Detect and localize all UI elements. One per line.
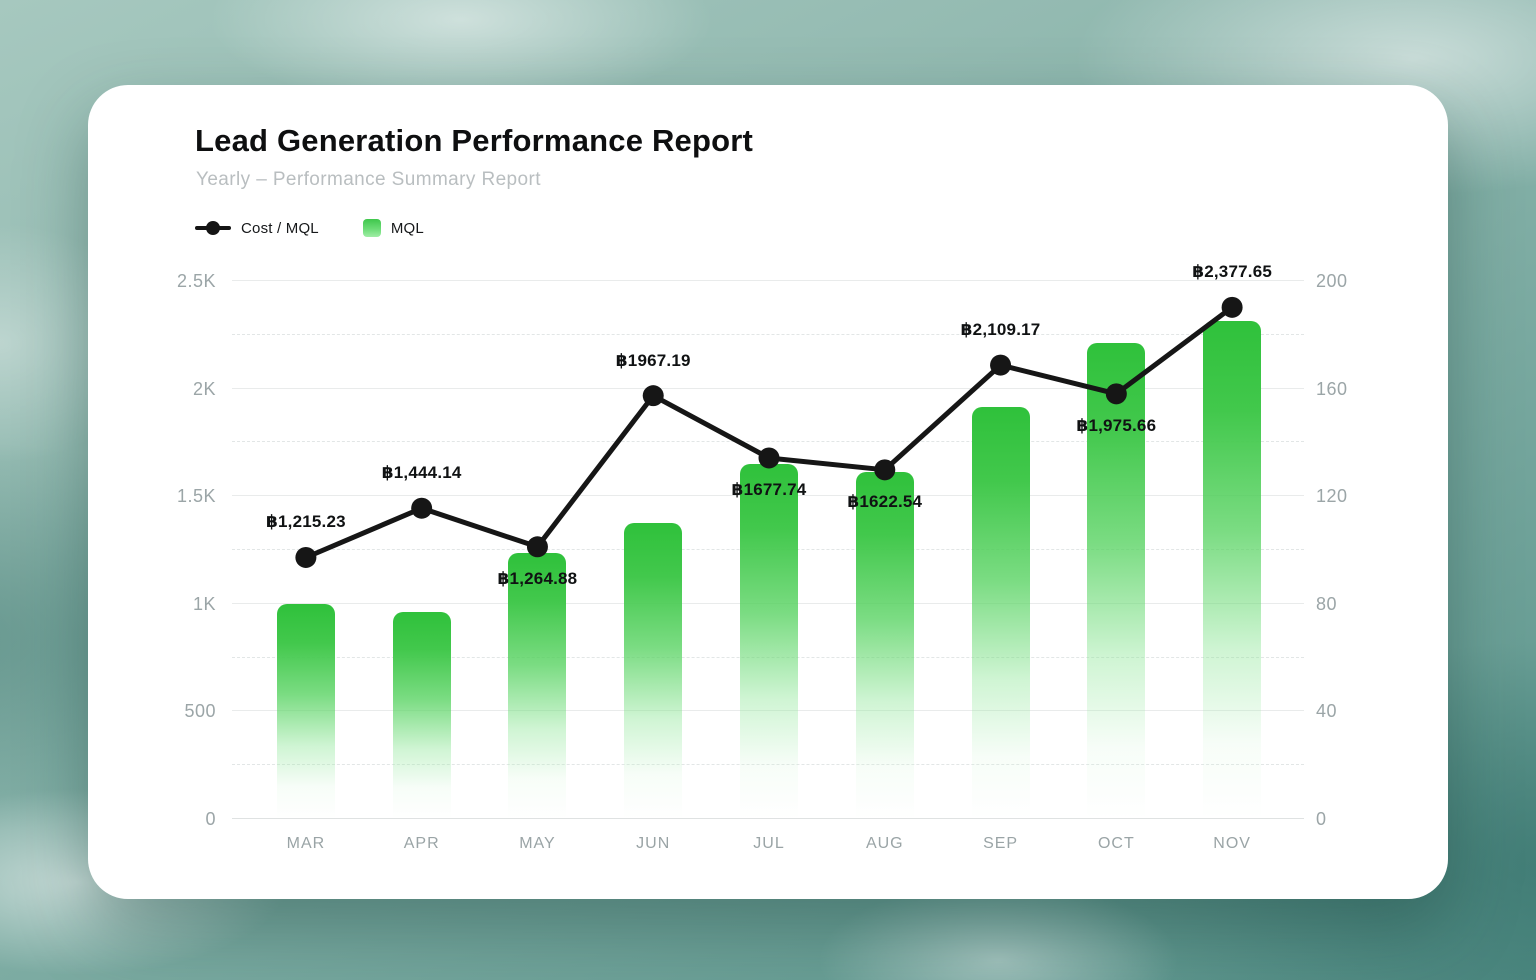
y-axis-right-tick: 160 (1316, 378, 1348, 399)
y-axis-left-tick: 500 (184, 701, 216, 722)
x-axis: MAR APR MAY JUN JUL AUG SEP OCT NOV (248, 835, 1290, 853)
bar-jul (740, 463, 798, 819)
line-dot-icon (195, 221, 231, 235)
bar-sep (971, 407, 1030, 819)
point-label-apr: ฿1,444.14 (381, 463, 462, 483)
bar-jun (624, 523, 683, 819)
legend-item-cost-mql[interactable]: Cost / MQL (195, 220, 319, 237)
gridline-major (232, 387, 1304, 389)
bar-aug (855, 472, 914, 819)
green-swatch-icon (362, 219, 381, 237)
legend-label: MQL (390, 219, 424, 237)
point-label-jun: ฿1967.19 (615, 350, 691, 370)
legend-item-mql[interactable]: MQL (362, 219, 424, 237)
data-point-jun (642, 385, 664, 407)
bar-apr (392, 611, 451, 819)
data-point-mar (295, 546, 317, 568)
data-point-may (526, 536, 548, 558)
y-axis-left-tick: 1K (192, 593, 216, 614)
data-point-nov (1221, 296, 1243, 318)
x-axis-label-sep: SEP (983, 835, 1019, 852)
y-axis-right-tick: 200 (1316, 271, 1348, 291)
y-axis-left-tick: 2K (192, 378, 216, 399)
x-axis-label-nov: NOV (1213, 835, 1251, 852)
legend-label: Cost / MQL (241, 219, 319, 237)
data-point-apr (411, 497, 433, 519)
legend: Cost / MQL MQL (195, 219, 424, 237)
page-title: Lead Generation Performance Report (195, 123, 754, 158)
point-label-mar: ฿1,215.23 (265, 512, 346, 532)
x-axis-label-jun: JUN (636, 835, 671, 852)
data-point-sep (990, 354, 1012, 376)
bar-oct (1087, 342, 1146, 819)
x-axis-label-may: MAY (519, 835, 556, 852)
page-subtitle: Yearly – Performance Summary Report (196, 169, 541, 190)
point-label-may: ฿1,264.88 (497, 568, 578, 588)
x-axis-label-aug: AUG (865, 835, 904, 852)
report-card: Lead Generation Performance Report Yearl… (88, 85, 1448, 899)
bar-may (508, 552, 567, 819)
x-axis-label-jul: JUL (753, 835, 785, 852)
gridline-minor (232, 441, 1304, 443)
y-axis-left-tick: 1.5K (176, 486, 216, 507)
data-point-aug (874, 459, 896, 481)
y-axis-left-tick: 0 (205, 809, 216, 829)
y-axis-left-tick: 2.5K (176, 271, 216, 291)
plot-area: 0 500 1K 1.5K 2K 2.5K 0 40 80 120 160 200 ฿1,215.23 ฿… (177, 262, 1347, 829)
bar-mar (276, 603, 335, 819)
x-axis-label-mar: MAR (286, 835, 326, 852)
point-label-jul: ฿1677.74 (731, 479, 807, 499)
x-axis-label-oct: OCT (1097, 835, 1135, 852)
cost-mql-line-chart (295, 296, 1243, 568)
data-point-jul (758, 447, 780, 469)
y-axis-right-tick: 0 (1316, 809, 1327, 829)
bar-nov (1203, 321, 1262, 819)
x-axis-label-apr: APR (403, 835, 440, 852)
y-axis-right-tick: 120 (1316, 486, 1348, 507)
y-axis-right-tick: 80 (1316, 593, 1338, 614)
point-label-nov: ฿2,377.65 (1192, 262, 1273, 282)
point-label-sep: ฿2,109.17 (960, 320, 1041, 340)
gridline-minor (232, 333, 1304, 335)
gridline-major (232, 280, 1304, 281)
point-label-aug: ฿1622.54 (847, 491, 923, 511)
point-label-oct: ฿1,975.66 (1076, 415, 1157, 435)
data-point-oct (1105, 383, 1127, 405)
y-axis-right-tick: 40 (1316, 701, 1338, 722)
